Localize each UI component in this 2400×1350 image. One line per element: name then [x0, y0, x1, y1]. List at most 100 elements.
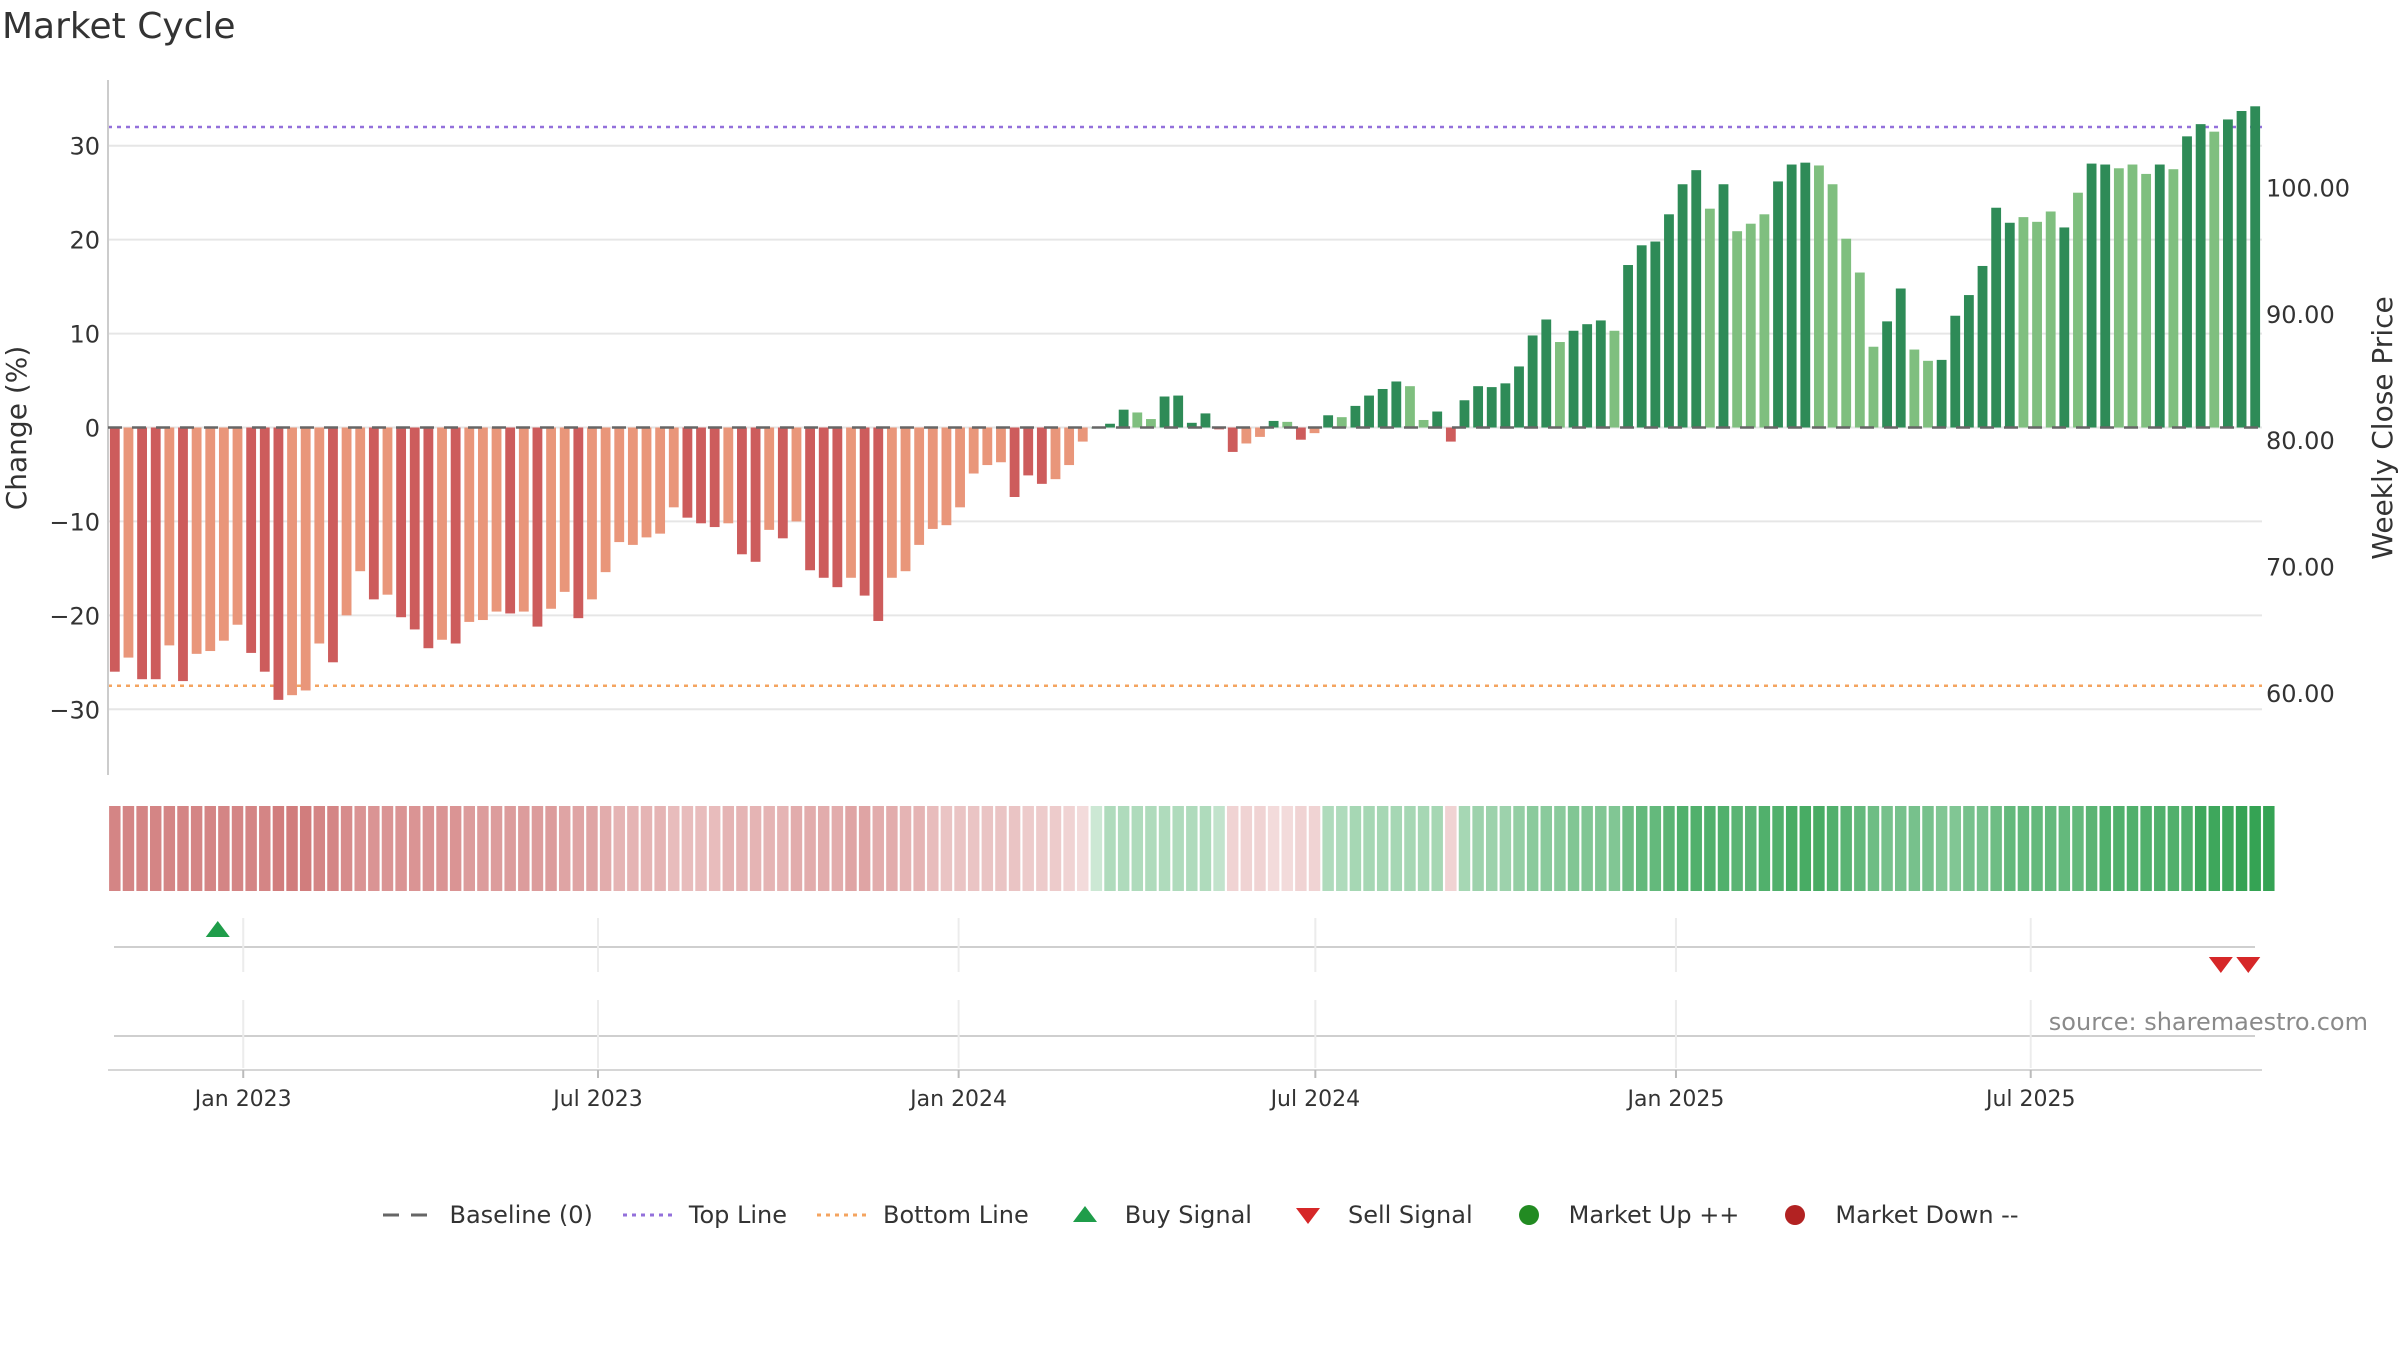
market-state-cell	[1567, 806, 1580, 891]
chart-title: Market Cycle	[2, 6, 236, 47]
bar	[805, 427, 816, 571]
sell-signal-marker	[2236, 957, 2261, 973]
bar	[955, 427, 965, 508]
bar	[314, 427, 325, 644]
market-state-cell	[1336, 806, 1348, 891]
bar	[927, 427, 938, 529]
bar	[2113, 168, 2124, 428]
market-state-cell	[1854, 806, 1866, 891]
bar	[1200, 413, 1211, 428]
legend-label: Sell Signal	[1347, 1201, 1473, 1229]
bar	[2100, 164, 2111, 428]
market-state-cell	[463, 806, 475, 891]
market-state-cell	[1404, 806, 1416, 891]
y2-tick-label: 80.00	[2266, 427, 2335, 455]
market-state-cell	[1022, 806, 1034, 891]
bar	[2236, 110, 2247, 428]
bar	[1459, 400, 1470, 428]
bar	[1691, 170, 1702, 428]
bar	[2209, 131, 2220, 428]
legend-item[interactable]: Baseline (0)	[381, 1200, 593, 1230]
reference-lines	[108, 125, 2262, 688]
y-axis-label: Change (%)	[0, 346, 33, 511]
x-tick-label: Jul 2024	[1269, 1087, 1361, 1112]
signal-panel	[108, 918, 2262, 1071]
market-state-cell	[149, 806, 162, 891]
market-state-cell	[1104, 806, 1116, 891]
bar	[1336, 417, 1347, 428]
x-tick-label: Jul 2025	[1984, 1087, 2076, 1112]
legend-label: Market Down --	[1835, 1201, 2019, 1229]
dot-line-icon	[622, 1213, 675, 1217]
bar	[996, 427, 1006, 463]
market-state-cell	[927, 806, 939, 891]
market-state-cell	[1363, 806, 1375, 891]
market-state-cell	[449, 806, 462, 891]
market-state-cell	[1690, 806, 1702, 891]
y-tick-label: −20	[49, 602, 100, 630]
bar	[1541, 319, 1552, 428]
bar	[1773, 181, 1783, 428]
bar	[1077, 427, 1088, 442]
market-state-cell	[1526, 806, 1539, 891]
legend-label: Buy Signal	[1124, 1201, 1252, 1229]
market-state-cell	[1499, 806, 1512, 891]
market-state-cell	[586, 806, 598, 891]
legend-item[interactable]: Sell Signal	[1280, 1200, 1473, 1230]
dash-line-icon	[383, 1213, 436, 1217]
legend-marker	[1518, 1205, 1539, 1225]
market-state-cell	[899, 806, 912, 891]
bar	[1718, 184, 1729, 428]
market-state-cell	[2249, 806, 2261, 891]
bar	[1582, 324, 1593, 428]
legend-item[interactable]: Market Up ++	[1501, 1200, 1739, 1230]
market-state-cell	[627, 806, 639, 891]
bar	[464, 427, 475, 622]
bar	[559, 427, 570, 592]
source-note: source: sharemaestro.com	[2048, 1008, 2368, 1036]
market-state-cell	[109, 806, 121, 891]
legend-item[interactable]: Bottom Line	[815, 1200, 1029, 1230]
market-state-cell	[695, 806, 707, 891]
market-state-cell	[1145, 806, 1157, 891]
market-state-cell	[204, 806, 216, 891]
market-state-cell	[818, 806, 830, 891]
y-axis-left: −30 −20 −10 0 10 20 30	[49, 80, 109, 775]
market-state-cell	[1267, 806, 1280, 891]
bar	[1295, 427, 1306, 440]
bar	[287, 427, 297, 696]
market-state-cell	[1008, 806, 1021, 891]
bar	[1977, 265, 1988, 428]
bar	[109, 427, 120, 672]
bar	[2127, 164, 2138, 428]
legend-item[interactable]: Market Down --	[1767, 1200, 2019, 1230]
bar	[2250, 106, 2261, 428]
market-state-cell	[1772, 806, 1784, 891]
bar	[914, 427, 925, 545]
bar	[1623, 265, 1633, 428]
legend-item[interactable]: Buy Signal	[1057, 1200, 1252, 1230]
chart-legend: Baseline (0) Top Line Bottom Line Buy Signa…	[0, 1200, 2400, 1230]
market-state-cell	[2113, 806, 2125, 891]
market-state-cell	[2263, 806, 2275, 891]
market-state-cell	[1472, 806, 1484, 891]
bar	[409, 427, 420, 630]
bar	[1841, 238, 1852, 428]
market-state-cell	[2085, 806, 2098, 891]
legend-item[interactable]: Top Line	[621, 1200, 787, 1230]
x-tick-label: Jan 2025	[1626, 1087, 1725, 1112]
market-state-cell	[136, 806, 148, 891]
market-state-cell	[1281, 806, 1293, 891]
market-state-cell	[1881, 806, 1893, 891]
bar	[1159, 396, 1170, 428]
buy-signal-marker	[205, 921, 230, 937]
bar	[1664, 214, 1674, 428]
market-state-cell	[218, 806, 230, 891]
market-state-cell	[845, 806, 857, 891]
bar	[982, 427, 993, 466]
bar	[1050, 427, 1061, 480]
bar	[818, 427, 829, 578]
bar	[750, 427, 761, 562]
change-bars	[109, 106, 2261, 700]
y-axis-right: 60.00 70.00 80.00 90.00 100.00	[2266, 174, 2350, 707]
